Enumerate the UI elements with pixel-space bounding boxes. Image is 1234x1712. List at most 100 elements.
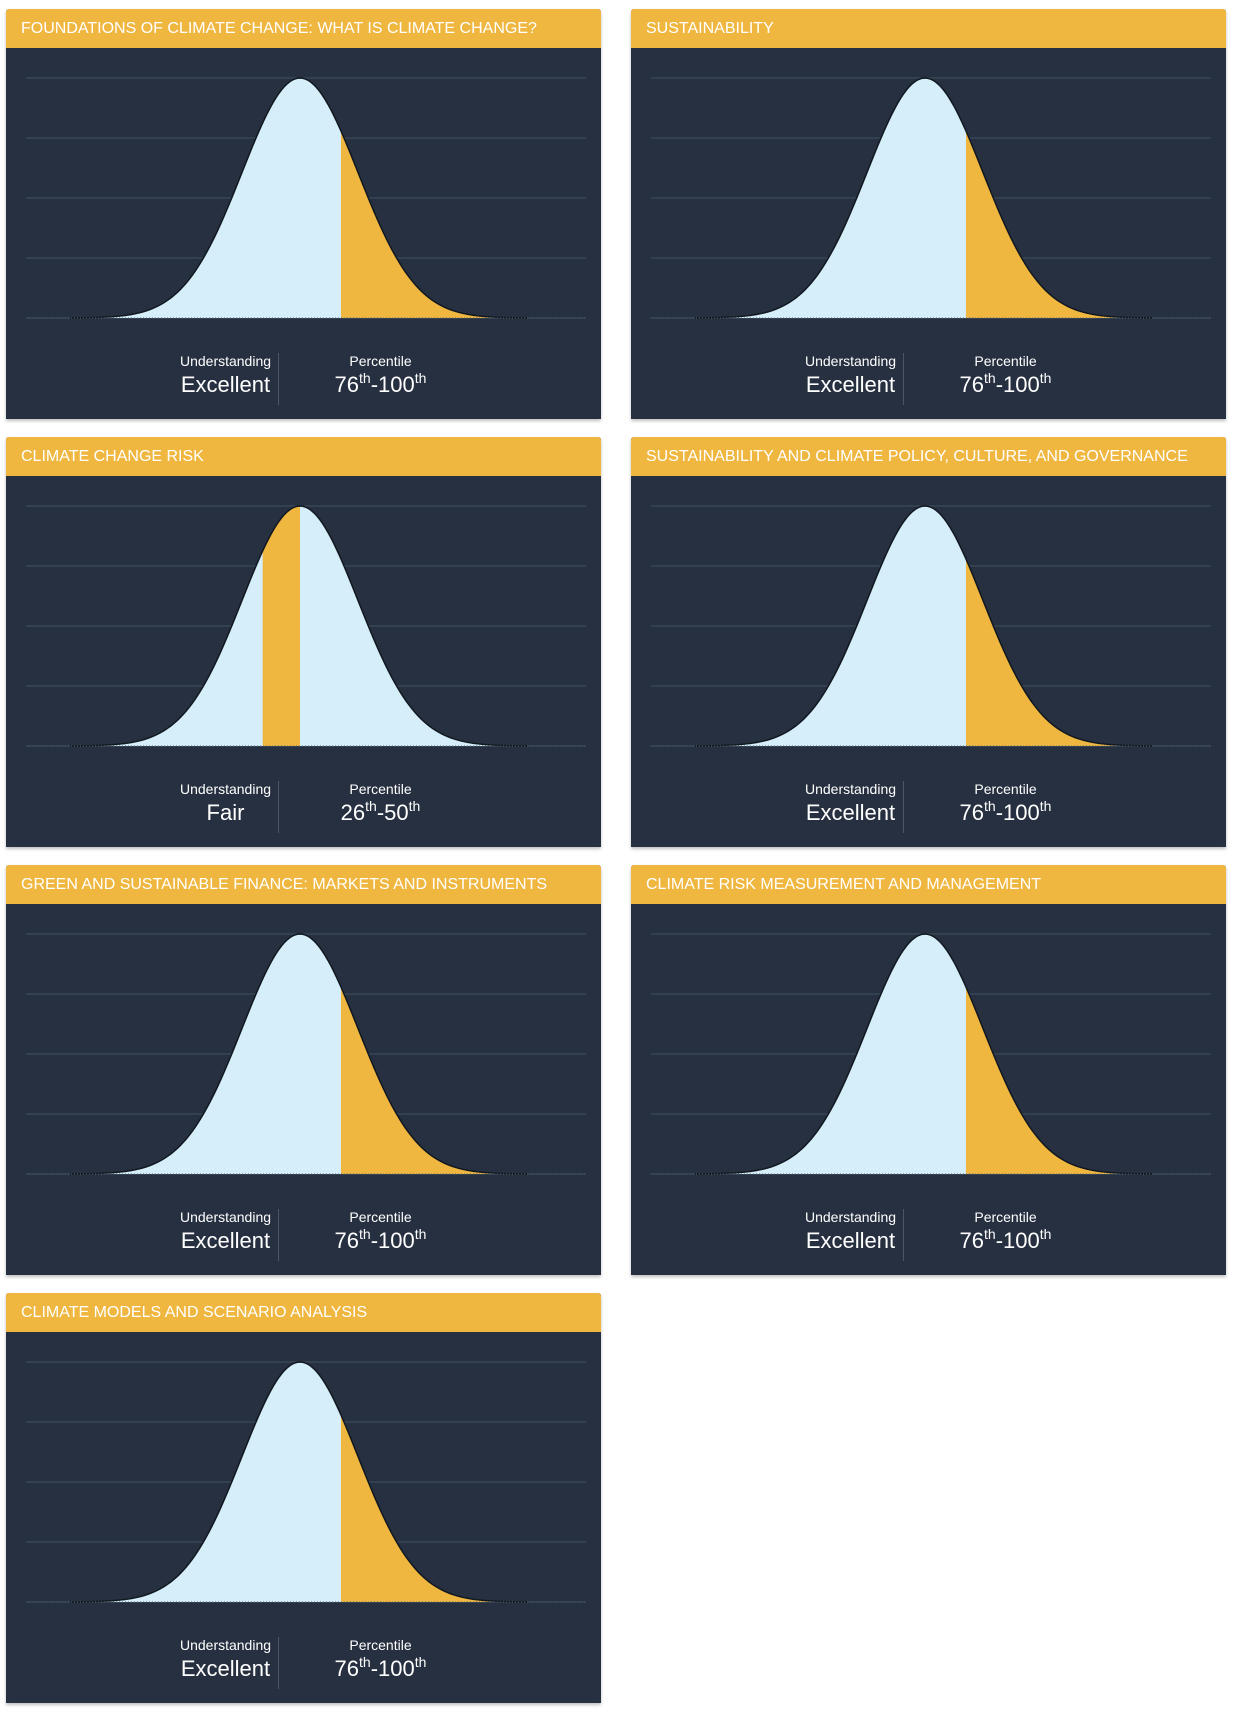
score-card: CLIMATE CHANGE RISK Understanding Fair Perc…: [6, 437, 601, 847]
distribution-outline: [69, 1361, 529, 1603]
score-card: CLIMATE MODELS AND SCENARIO ANALYSIS Unde…: [6, 1293, 601, 1703]
percentile-value: 76th-100th: [306, 369, 456, 401]
percentile-value: 76th-100th: [306, 1225, 456, 1257]
card-title: CLIMATE CHANGE RISK: [6, 437, 601, 476]
percentile-high: 100: [1003, 372, 1040, 397]
score-card: SUSTAINABILITY Understanding Excellent Perc…: [631, 9, 1226, 419]
stats-row: Understanding Fair Percentile 26th-50th: [6, 781, 601, 833]
percentile-stat: Percentile 76th-100th: [306, 353, 456, 401]
distribution-outline: [69, 505, 529, 747]
distribution-area: [695, 934, 1155, 1174]
understanding-label: Understanding: [804, 781, 897, 797]
ordinal-suffix: th: [984, 798, 996, 814]
percentile-dash: -: [370, 1228, 379, 1253]
understanding-value: Excellent: [180, 1228, 271, 1253]
ordinal-suffix: th: [414, 1226, 427, 1242]
understanding-label: Understanding: [179, 1637, 272, 1653]
distribution-outline: [69, 77, 529, 319]
distribution-area: [70, 934, 530, 1174]
percentile-dash: -: [370, 372, 379, 397]
stats-divider: [277, 1209, 279, 1261]
percentile-low: 76: [959, 800, 985, 825]
percentile-low: 76: [334, 372, 360, 397]
distribution-outline: [694, 77, 1154, 319]
stats-divider: [902, 1209, 904, 1261]
percentile-value: 76th-100th: [931, 1225, 1081, 1257]
percentile-label: Percentile: [974, 353, 1037, 369]
understanding-stat: Understanding Fair: [171, 781, 281, 829]
distribution-area: [695, 506, 1155, 746]
distribution-outline: [69, 933, 529, 1175]
percentile-label: Percentile: [349, 1637, 412, 1653]
ordinal-suffix: th: [359, 1654, 371, 1670]
stats-row: Understanding Excellent Percentile 76th-100…: [631, 1209, 1226, 1261]
understanding-stat: Understanding Excellent: [796, 1209, 906, 1257]
percentile-high: 100: [1003, 800, 1040, 825]
card-title: SUSTAINABILITY AND CLIMATE POLICY, CULTU…: [631, 437, 1226, 476]
percentile-band: [262, 506, 300, 746]
percentile-stat: Percentile 76th-100th: [931, 353, 1081, 401]
understanding-stat: Understanding Excellent: [171, 353, 281, 401]
percentile-high: 100: [378, 1656, 415, 1681]
percentile-label: Percentile: [349, 1209, 412, 1225]
distribution-outline: [694, 933, 1154, 1175]
percentile-value: 76th-100th: [931, 797, 1081, 829]
percentile-low: 76: [959, 372, 985, 397]
distribution-chart: [26, 77, 586, 319]
percentile-high: 100: [1003, 1228, 1040, 1253]
percentile-value: 26th-50th: [306, 797, 456, 829]
card-title: CLIMATE MODELS AND SCENARIO ANALYSIS: [6, 1293, 601, 1332]
percentile-stat: Percentile 76th-100th: [931, 1209, 1081, 1257]
ordinal-suffix: th: [1039, 798, 1052, 814]
understanding-value: Excellent: [805, 1228, 896, 1253]
percentile-dash: -: [995, 372, 1004, 397]
score-card: FOUNDATIONS OF CLIMATE CHANGE: WHAT IS C…: [6, 9, 601, 419]
ordinal-suffix: th: [1039, 370, 1052, 386]
percentile-value: 76th-100th: [931, 369, 1081, 401]
percentile-band: [965, 130, 1116, 318]
card-title: GREEN AND SUSTAINABLE FINANCE: MARKETS A…: [6, 865, 601, 904]
score-card: CLIMATE RISK MEASUREMENT AND MANAGEMENT U…: [631, 865, 1226, 1275]
percentile-stat: Percentile 26th-50th: [306, 781, 456, 829]
percentile-label: Percentile: [349, 781, 412, 797]
understanding-stat: Understanding Excellent: [796, 353, 906, 401]
stats-divider: [902, 781, 904, 833]
understanding-value: Fair: [206, 800, 245, 825]
ordinal-suffix: th: [1039, 1226, 1052, 1242]
stats-row: Understanding Excellent Percentile 76th-100…: [6, 1209, 601, 1261]
understanding-value: Excellent: [805, 800, 896, 825]
understanding-stat: Understanding Excellent: [171, 1637, 281, 1685]
ordinal-suffix: th: [408, 798, 421, 814]
ordinal-suffix: th: [984, 370, 996, 386]
percentile-high: 50: [384, 800, 409, 825]
percentile-value: 76th-100th: [306, 1653, 456, 1685]
percentile-dash: -: [995, 800, 1004, 825]
card-title: SUSTAINABILITY: [631, 9, 1226, 48]
stats-divider: [277, 1637, 279, 1689]
percentile-stat: Percentile 76th-100th: [306, 1209, 456, 1257]
distribution-chart: [26, 505, 586, 747]
percentile-high: 100: [378, 1228, 415, 1253]
stats-divider: [902, 353, 904, 405]
percentile-band: [965, 986, 1116, 1174]
understanding-value: Excellent: [180, 1656, 271, 1681]
ordinal-suffix: th: [414, 1654, 427, 1670]
percentile-band: [340, 1414, 491, 1602]
card-title: FOUNDATIONS OF CLIMATE CHANGE: WHAT IS C…: [6, 9, 601, 48]
percentile-low: 76: [334, 1228, 360, 1253]
distribution-area: [70, 1362, 530, 1602]
understanding-value: Excellent: [805, 372, 896, 397]
stats-divider: [277, 353, 279, 405]
understanding-label: Understanding: [804, 1209, 897, 1225]
distribution-area: [695, 78, 1155, 318]
percentile-low: 76: [959, 1228, 985, 1253]
distribution-chart: [651, 77, 1211, 319]
percentile-low: 26: [340, 800, 366, 825]
understanding-stat: Understanding Excellent: [171, 1209, 281, 1257]
ordinal-suffix: th: [359, 1226, 371, 1242]
stats-row: Understanding Excellent Percentile 76th-100…: [631, 353, 1226, 405]
understanding-stat: Understanding Excellent: [796, 781, 906, 829]
percentile-dash: -: [370, 1656, 379, 1681]
understanding-label: Understanding: [179, 1209, 272, 1225]
ordinal-suffix: th: [365, 798, 377, 814]
